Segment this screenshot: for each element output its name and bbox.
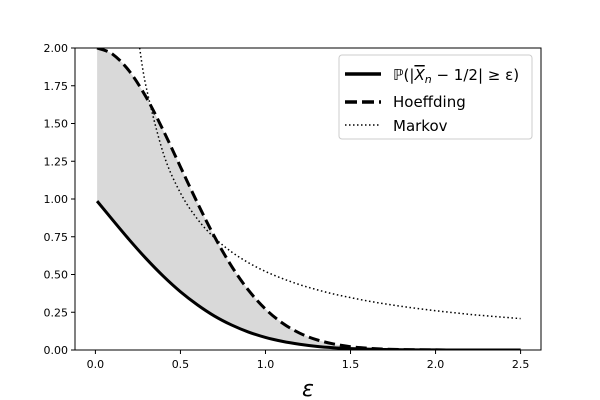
series-line-dotted <box>138 48 521 320</box>
legend-box <box>338 54 533 140</box>
y-tick-label: 0.75 <box>44 231 69 244</box>
y-tick-label: 1.25 <box>44 155 69 168</box>
y-tick-label: 1.50 <box>44 118 69 131</box>
legend-label-hoeffding: Hoeffding <box>393 93 466 111</box>
legend: ℙ(|Xn − 1/2| ≥ ε) Hoeffding Markov <box>338 54 533 140</box>
x-tick-label: 1.5 <box>342 358 360 371</box>
x-tick-label: 1.0 <box>257 358 275 371</box>
x-axis-label: ε <box>302 377 314 400</box>
shaded-region <box>97 48 521 351</box>
y-tick-label: 2.00 <box>44 42 69 55</box>
legend-label-markov: Markov <box>393 117 448 135</box>
x-tick-label: 2.5 <box>512 358 530 371</box>
x-tick-label: 2.0 <box>427 358 445 371</box>
y-tick-label: 1.75 <box>44 80 69 93</box>
series-line-dashed <box>96 48 521 350</box>
y-tick-label: 0.00 <box>44 344 69 357</box>
legend-label-probability: ℙ(|Xn − 1/2| ≥ ε) <box>393 66 519 86</box>
y-tick-label: 1.00 <box>44 193 69 206</box>
x-tick-label: 0.5 <box>172 358 190 371</box>
x-tick-label: 0.0 <box>87 358 105 371</box>
y-tick-label: 0.25 <box>44 306 69 319</box>
y-tick-label: 0.50 <box>44 269 69 282</box>
